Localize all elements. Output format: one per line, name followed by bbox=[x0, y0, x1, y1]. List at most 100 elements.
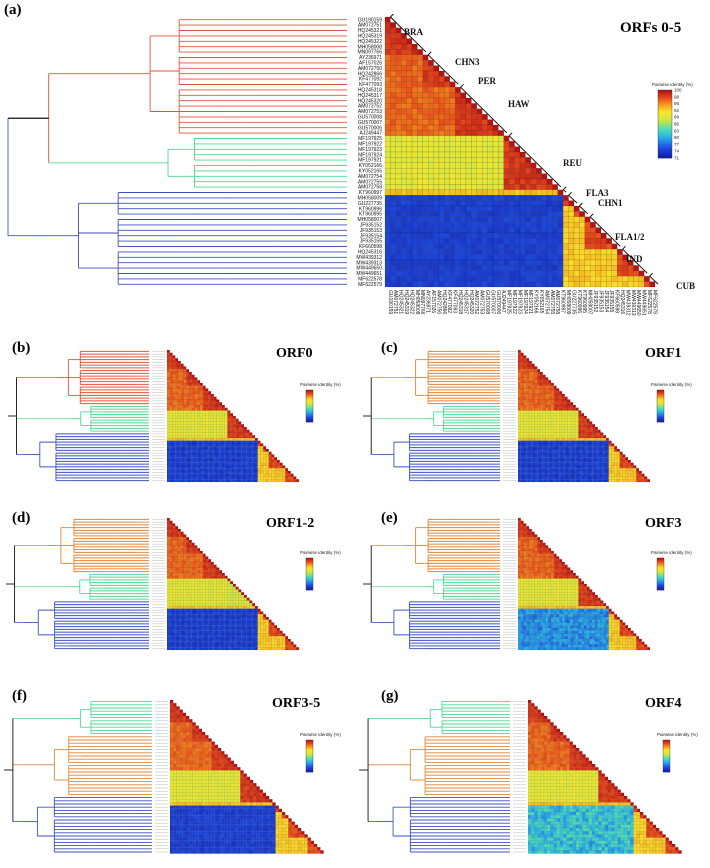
panel-a-cell bbox=[595, 238, 602, 244]
panel-a-cell bbox=[536, 200, 542, 207]
panel_c-cell bbox=[564, 410, 568, 414]
panel-a-cell bbox=[482, 281, 488, 288]
panel_b-cell bbox=[252, 468, 256, 472]
panel_b-cell bbox=[238, 437, 242, 441]
panel_c-cell bbox=[517, 369, 521, 373]
panel_c-colorbar-band bbox=[657, 393, 664, 395]
panel_d-cell bbox=[194, 581, 198, 585]
panel_b-cell bbox=[227, 424, 231, 428]
panel_b-cell bbox=[172, 385, 176, 389]
panel_c-cell bbox=[575, 421, 579, 425]
panel-a-cell bbox=[525, 195, 531, 201]
panel_c-cell bbox=[586, 432, 590, 436]
panel_c-cell bbox=[523, 421, 527, 425]
panel_d-cell bbox=[186, 553, 190, 557]
panel-a-cell bbox=[465, 178, 472, 185]
panel-a-cell bbox=[384, 200, 391, 207]
panel_c-cell bbox=[545, 470, 549, 474]
panel_b-cell bbox=[296, 479, 300, 483]
panel-a-cell bbox=[433, 76, 440, 82]
panel_c-cell bbox=[597, 429, 601, 433]
panel-a-cell bbox=[455, 108, 461, 115]
panel_b-cell bbox=[186, 451, 190, 455]
panel_d-cell bbox=[188, 567, 192, 571]
panel-a-cell bbox=[519, 281, 526, 288]
panel_c-cell bbox=[619, 476, 623, 480]
panel_b-cell bbox=[180, 380, 184, 384]
panel-a-cell bbox=[428, 243, 434, 250]
panel_c-cell bbox=[559, 418, 563, 422]
panel-a-cell bbox=[444, 184, 450, 190]
panel-a-cell bbox=[552, 222, 558, 228]
panel-a-cell bbox=[460, 141, 467, 147]
panel_b-cell bbox=[254, 446, 258, 450]
panel_d-cell bbox=[175, 564, 179, 568]
panel_c-cell bbox=[625, 479, 629, 483]
panel-a-cell bbox=[433, 178, 440, 185]
panel_c-cell bbox=[619, 462, 623, 466]
panel_c-cell bbox=[545, 402, 549, 406]
panel_b-cell bbox=[260, 459, 264, 463]
panel_b-cell bbox=[235, 435, 239, 439]
panel_c-cell bbox=[559, 443, 563, 447]
panel_b-cell bbox=[166, 380, 170, 384]
panel_c-cell bbox=[600, 440, 604, 444]
panel_b-cell bbox=[230, 418, 234, 422]
panel_b-cell bbox=[202, 385, 206, 389]
panel-a-cell bbox=[395, 70, 402, 77]
panel_b-cell bbox=[197, 462, 201, 466]
panel_d-cell bbox=[221, 583, 225, 587]
panel_c-cell bbox=[589, 443, 593, 447]
panel_d-cell bbox=[166, 517, 170, 521]
panel_c-cell bbox=[537, 451, 541, 455]
panel_b-cell bbox=[194, 479, 198, 483]
panel-a-cell bbox=[455, 130, 461, 136]
panel-a-cell bbox=[465, 119, 472, 126]
panel_c-cell bbox=[605, 470, 609, 474]
panel-a-cell bbox=[514, 222, 521, 228]
panel-a-cell bbox=[390, 130, 396, 136]
panel_b-cell bbox=[227, 462, 231, 466]
panel_b-cell bbox=[180, 476, 184, 480]
panel_b-cell bbox=[183, 446, 187, 450]
panel-a-cell bbox=[460, 124, 467, 131]
panel-a-cell bbox=[428, 76, 434, 82]
panel_c-cell bbox=[592, 454, 596, 458]
panel_c-cell bbox=[583, 421, 587, 425]
panel_c-cell bbox=[575, 470, 579, 474]
panel-a-cell bbox=[390, 232, 396, 239]
panel_b-cell bbox=[208, 468, 212, 472]
panel-a-cell bbox=[433, 162, 440, 169]
panel-a-cell bbox=[492, 238, 499, 244]
panel_c-cell bbox=[531, 448, 535, 452]
panel-a-cell bbox=[438, 146, 445, 153]
panel_c-cell bbox=[561, 399, 565, 403]
panel_c-cell bbox=[556, 399, 560, 403]
panel_c-cell bbox=[531, 396, 535, 400]
panel-a-cell bbox=[519, 265, 526, 271]
panel_d-cell bbox=[232, 605, 236, 609]
taxon-label-bottom: MW449651 bbox=[641, 290, 647, 316]
panel_c-cell bbox=[539, 459, 543, 463]
panel_c-cell bbox=[531, 415, 535, 419]
panel_b-cell bbox=[202, 426, 206, 430]
panel-c-title: ORF1 bbox=[645, 346, 682, 361]
panel-a-cell bbox=[525, 157, 531, 163]
panel_b-cell bbox=[232, 426, 236, 430]
panel-a-cell bbox=[465, 162, 472, 169]
panel_d-cell bbox=[241, 592, 245, 596]
panel_b-cell bbox=[183, 415, 187, 419]
panel_b-cell bbox=[177, 462, 181, 466]
panel_b-cell bbox=[224, 440, 228, 444]
panel_b-cell bbox=[249, 451, 253, 455]
panel_c-cell bbox=[534, 443, 538, 447]
panel-a-cell bbox=[384, 178, 391, 185]
panel_b-cell bbox=[166, 402, 170, 406]
panel-a-cell bbox=[482, 151, 488, 158]
panel_c-cell bbox=[564, 437, 568, 441]
panel_d-cell bbox=[169, 597, 173, 601]
panel_d-cell bbox=[221, 597, 225, 601]
panel-a-cell bbox=[449, 265, 456, 271]
panel_b-cell bbox=[257, 459, 261, 463]
panel_d-cell bbox=[183, 605, 187, 609]
